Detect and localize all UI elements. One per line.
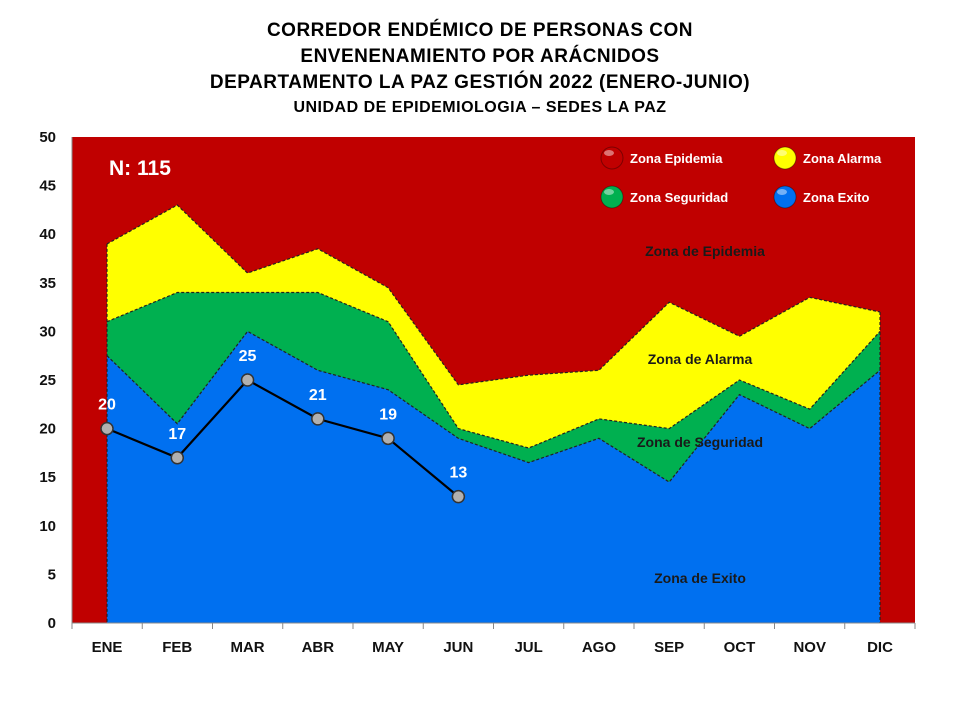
seguridad-boundary-line: [106, 291, 881, 449]
alarma-boundary-line: [106, 204, 881, 386]
zone-label: Zona de Exito: [654, 570, 746, 586]
x-tick-label: MAY: [372, 639, 404, 656]
y-tick-label: 0: [48, 615, 56, 632]
legend-marker: [600, 146, 624, 170]
observed-value-label: 17: [168, 426, 186, 443]
observed-value-label: 19: [379, 406, 397, 423]
title-line-2: ENVENENAMIENTO POR ARÁCNIDOS: [300, 46, 660, 67]
observed-point: [100, 421, 114, 436]
y-tick-label: 5: [48, 566, 56, 583]
x-tick-label: AGO: [582, 639, 617, 656]
x-tick-label: ENE: [92, 639, 123, 656]
legend-marker-highlight: [604, 150, 614, 156]
title-line-3: DEPARTAMENTO LA PAZ GESTIÓN 2022 (ENERO-…: [209, 72, 751, 93]
observed-point: [311, 412, 325, 426]
observed-point: [170, 451, 185, 465]
chart-subtitle: UNIDAD DE EPIDEMIOLOGIA – SEDES LA PAZ: [293, 99, 667, 116]
x-tick-label: MAR: [230, 639, 264, 656]
legend-label: Zona Seguridad: [630, 190, 728, 205]
legend-label: Zona Epidemia: [630, 151, 723, 166]
x-tick-label: FEB: [162, 639, 192, 656]
zone-label: Zona de Alarma: [648, 351, 753, 367]
y-tick-label: 10: [39, 518, 56, 535]
observed-point: [240, 373, 255, 387]
x-tick-label: DIC: [867, 639, 893, 656]
observed-value-label: 20: [98, 397, 116, 414]
y-tick-label: 25: [39, 372, 56, 389]
zone-label: Zona de Epidemia: [645, 243, 765, 259]
legend-marker: [600, 185, 624, 209]
legend-label: Zona Alarma: [803, 151, 882, 166]
y-tick-label: 50: [39, 129, 56, 146]
y-tick-label: 20: [39, 421, 56, 438]
legend-marker: [773, 146, 797, 170]
y-tick-label: 40: [39, 226, 56, 243]
x-tick-label: JUL: [514, 639, 542, 656]
observed-series-line: [106, 378, 460, 498]
chart-title: CORREDOR ENDÉMICO DE PERSONAS CON ENVENE…: [0, 18, 960, 120]
zone-exito-area: [107, 331, 880, 623]
y-tick-label: 15: [39, 469, 56, 486]
y-tick-label: 35: [39, 275, 56, 292]
observed-point: [451, 489, 466, 504]
legend-marker-highlight: [604, 189, 614, 195]
observed-point: [381, 431, 395, 446]
x-tick-label: OCT: [724, 639, 756, 656]
zone-label: Zona de Seguridad: [637, 434, 763, 450]
legend-label: Zona Exito: [803, 190, 870, 205]
y-tick-label: 45: [39, 178, 56, 195]
observed-value-label: 25: [239, 348, 257, 365]
x-tick-label: JUN: [443, 639, 473, 656]
x-tick-label: ABR: [302, 639, 335, 656]
observed-value-label: 21: [309, 387, 327, 404]
legend-marker-highlight: [777, 150, 787, 156]
observed-value-label: 13: [449, 465, 467, 482]
x-tick-label: NOV: [793, 639, 826, 656]
y-tick-label: 30: [39, 323, 56, 340]
n-count-label: N: 115: [109, 157, 171, 180]
legend-marker: [773, 185, 797, 209]
legend-marker-highlight: [777, 189, 787, 195]
title-line-1: CORREDOR ENDÉMICO DE PERSONAS CON: [266, 20, 694, 41]
x-tick-label: SEP: [654, 639, 684, 656]
